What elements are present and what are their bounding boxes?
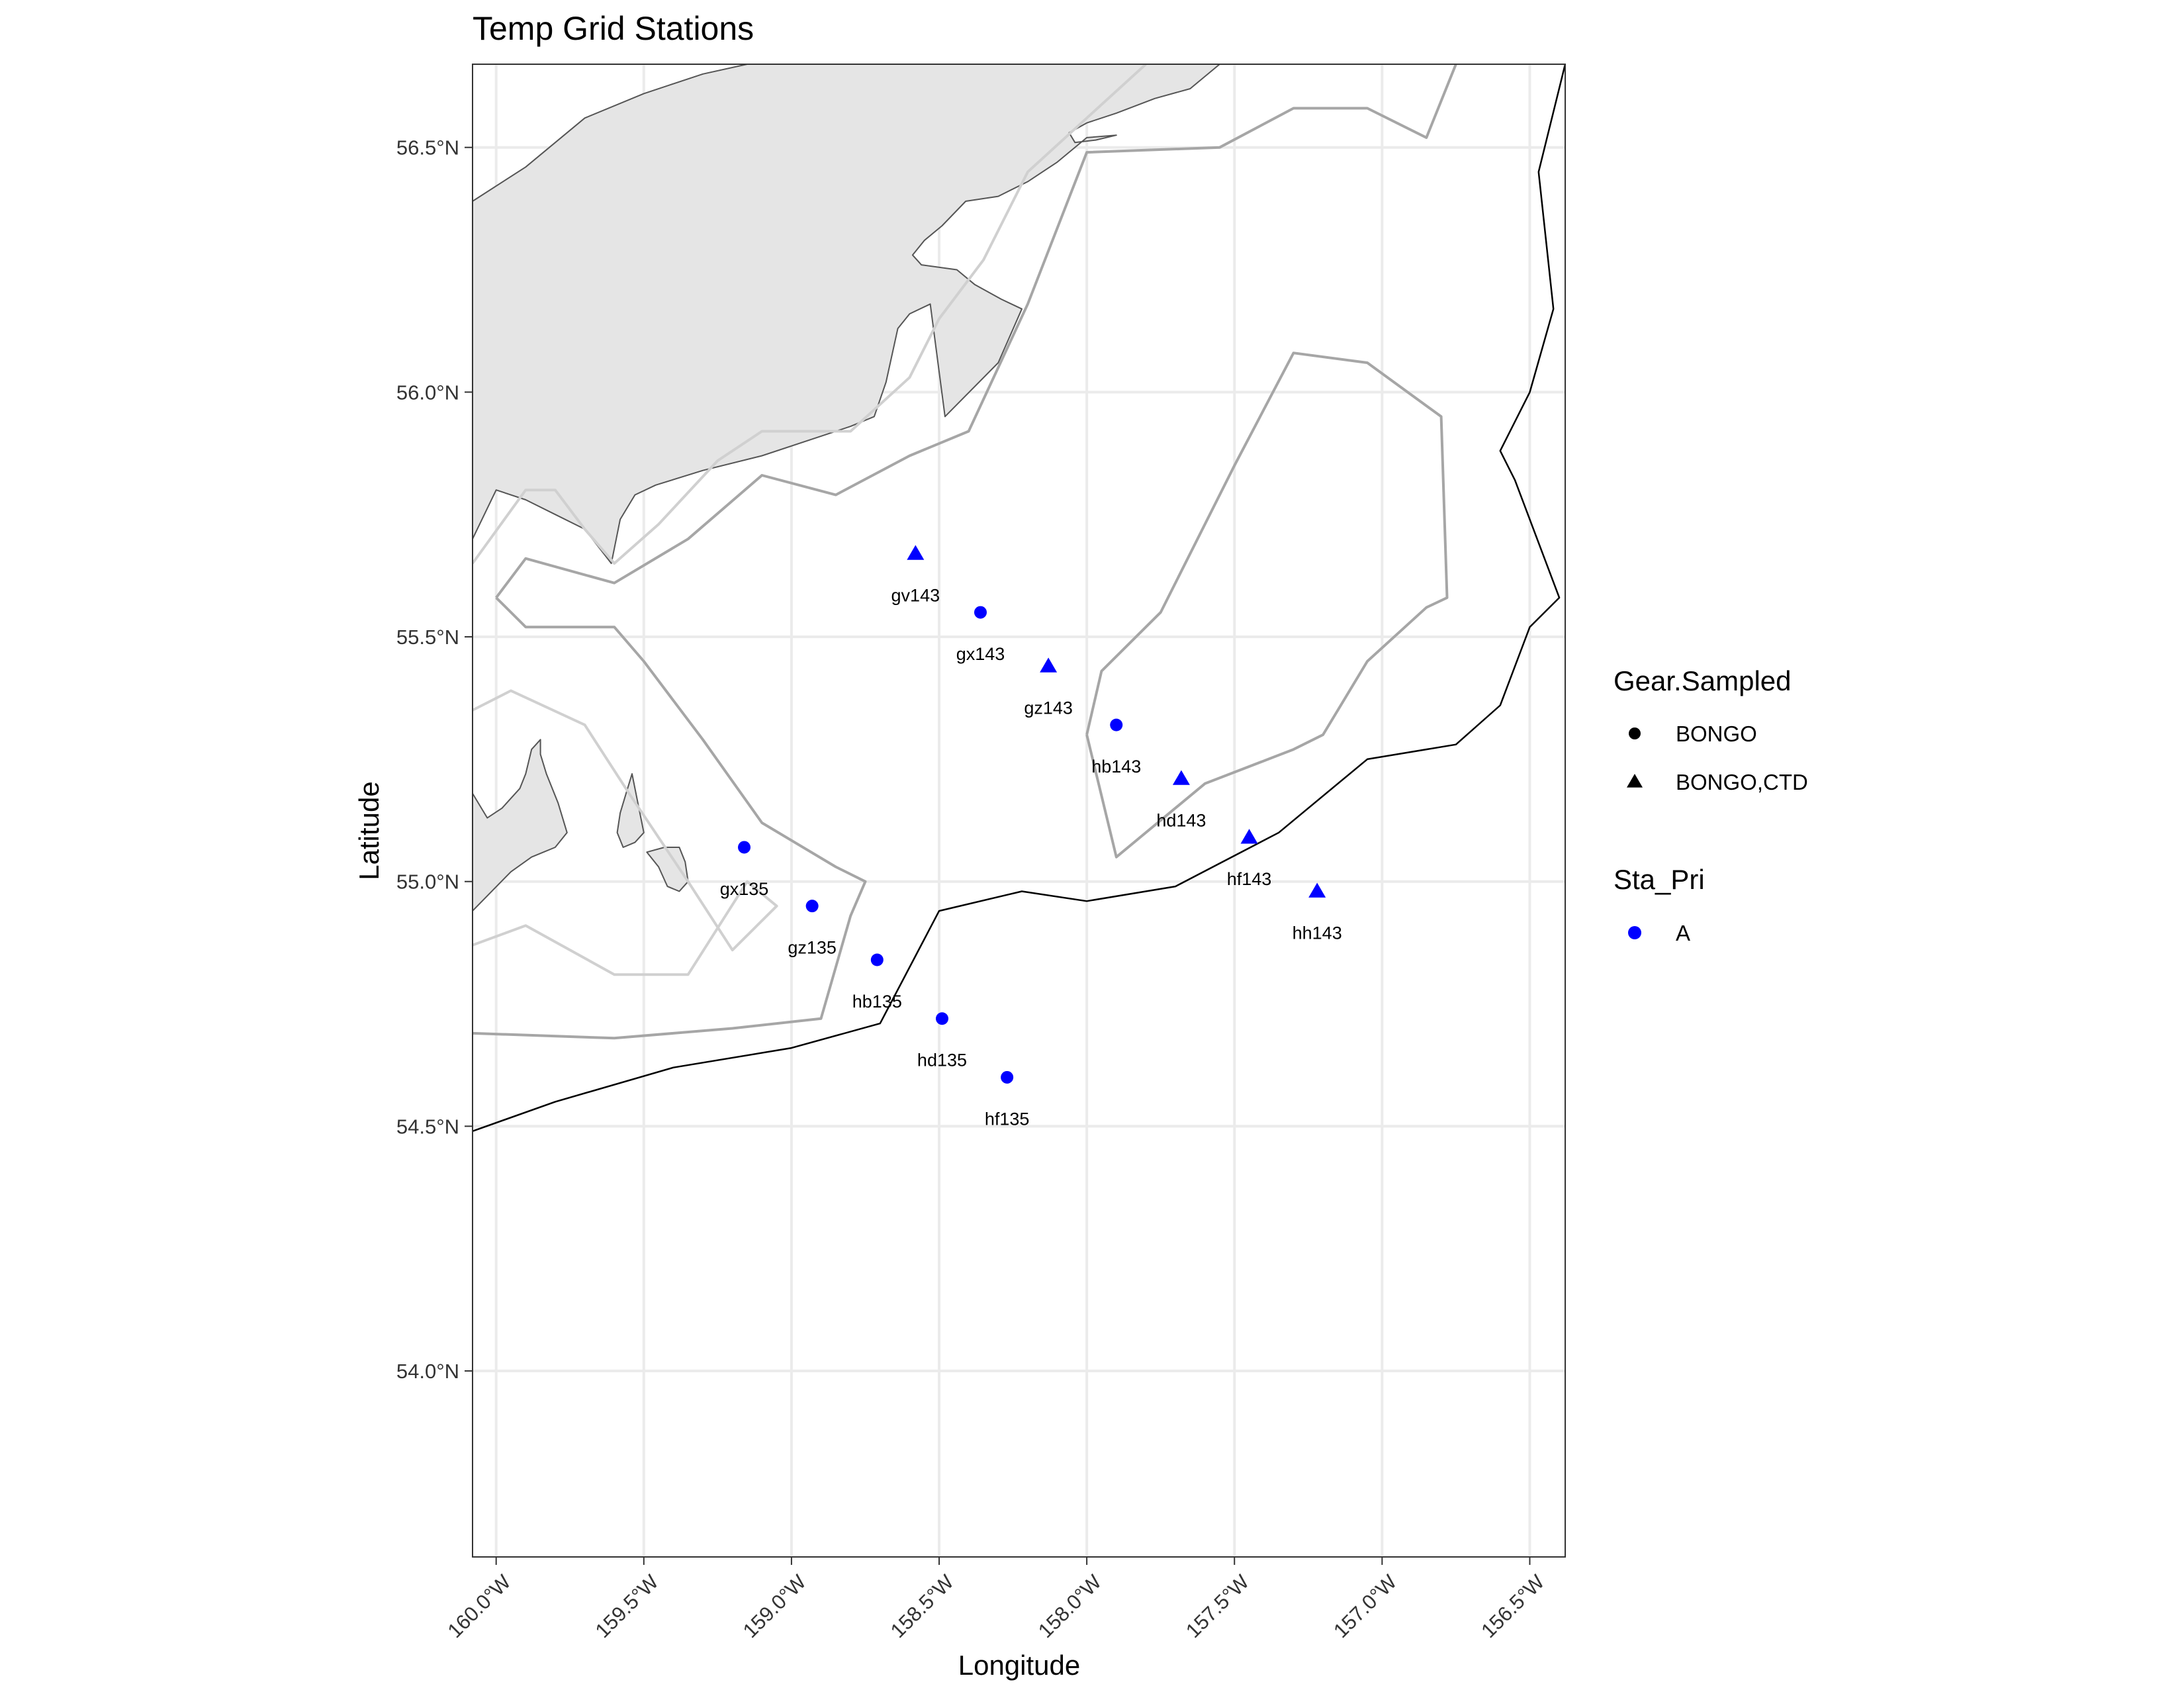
station-layer: gv143 gx143 gz143 hb143 hd143 hf143 hh143 gx135…: [720, 545, 1342, 1129]
chart-title: Temp Grid Stations: [473, 10, 754, 47]
station-label: gx135: [720, 879, 769, 899]
y-tick-label: 55.0°N: [396, 870, 459, 894]
station-marker-triangle: [1240, 829, 1258, 844]
depth-contour: [1085, 352, 1449, 859]
y-axis: 54.0°N 54.5°N 55.0°N 55.5°N 56.0°N 56.5°N: [396, 136, 473, 1383]
y-tick-label: 56.5°N: [396, 136, 459, 160]
station-label: gz135: [788, 938, 837, 958]
station-label: gx143: [956, 644, 1005, 664]
map-panel: gv143 gx143 gz143 hb143 hd143 hf143 hh143 gx135…: [472, 64, 1566, 1558]
station-marker-circle: [738, 841, 751, 854]
land-polygon: [473, 739, 568, 912]
station-marker-circle: [974, 606, 987, 619]
y-tick-label: 56.0°N: [396, 381, 459, 404]
station-label: gv143: [891, 585, 940, 605]
station-label: hb143: [1091, 757, 1141, 776]
legend-pri-items: A: [1628, 921, 1690, 945]
land-polygon: [473, 64, 1220, 565]
station-label: hf135: [985, 1109, 1030, 1129]
depth-contour: [473, 596, 867, 1040]
station-marker-circle: [1001, 1070, 1014, 1084]
panel-border: [472, 64, 1566, 1558]
legend-circle-icon: [1628, 926, 1641, 939]
legend-gear-items: BONGO BONGO,CTD: [1627, 722, 1808, 794]
depth-contour: [473, 64, 1565, 1132]
contour-layer: [473, 64, 1565, 1132]
depth-contour: [473, 689, 778, 976]
y-axis-title: Latitude: [353, 781, 385, 880]
station-label: hd135: [917, 1051, 967, 1070]
station-label: hb135: [852, 992, 902, 1011]
station-label: hf143: [1227, 869, 1272, 889]
land-layer: [473, 64, 1220, 912]
station-label: hh143: [1293, 923, 1342, 943]
legend-circle-icon: [1629, 727, 1641, 739]
depth-contour: [473, 64, 1147, 565]
station-marker-triangle: [1308, 882, 1326, 898]
y-tick-label: 54.5°N: [396, 1115, 459, 1138]
legend-title-pri: Sta_Pri: [1614, 864, 1705, 895]
x-axis-title: Longitude: [958, 1650, 1081, 1681]
station-marker-circle: [805, 900, 819, 913]
legend-title-gear: Gear.Sampled: [1614, 665, 1792, 696]
legend-triangle-icon: [1627, 774, 1643, 788]
land-polygon: [616, 773, 645, 848]
station-marker-triangle: [907, 545, 925, 560]
station-marker-triangle: [1172, 770, 1190, 785]
legend-label: BONGO,CTD: [1676, 770, 1808, 794]
legend-label: A: [1676, 921, 1690, 945]
depth-contour: [495, 64, 1457, 599]
station-marker-circle: [870, 953, 884, 966]
y-tick-label: 55.5°N: [396, 626, 459, 649]
legend: Gear.Sampled BONGO BONGO,CTD Sta_Pri A: [1614, 665, 1808, 945]
legend-label: BONGO: [1676, 722, 1757, 746]
station-label: hd143: [1156, 810, 1206, 830]
y-tick-label: 54.0°N: [396, 1360, 459, 1383]
station-label: gz143: [1024, 698, 1073, 718]
station-marker-circle: [1110, 718, 1123, 731]
station-marker-circle: [935, 1012, 948, 1025]
station-marker-triangle: [1040, 657, 1058, 673]
